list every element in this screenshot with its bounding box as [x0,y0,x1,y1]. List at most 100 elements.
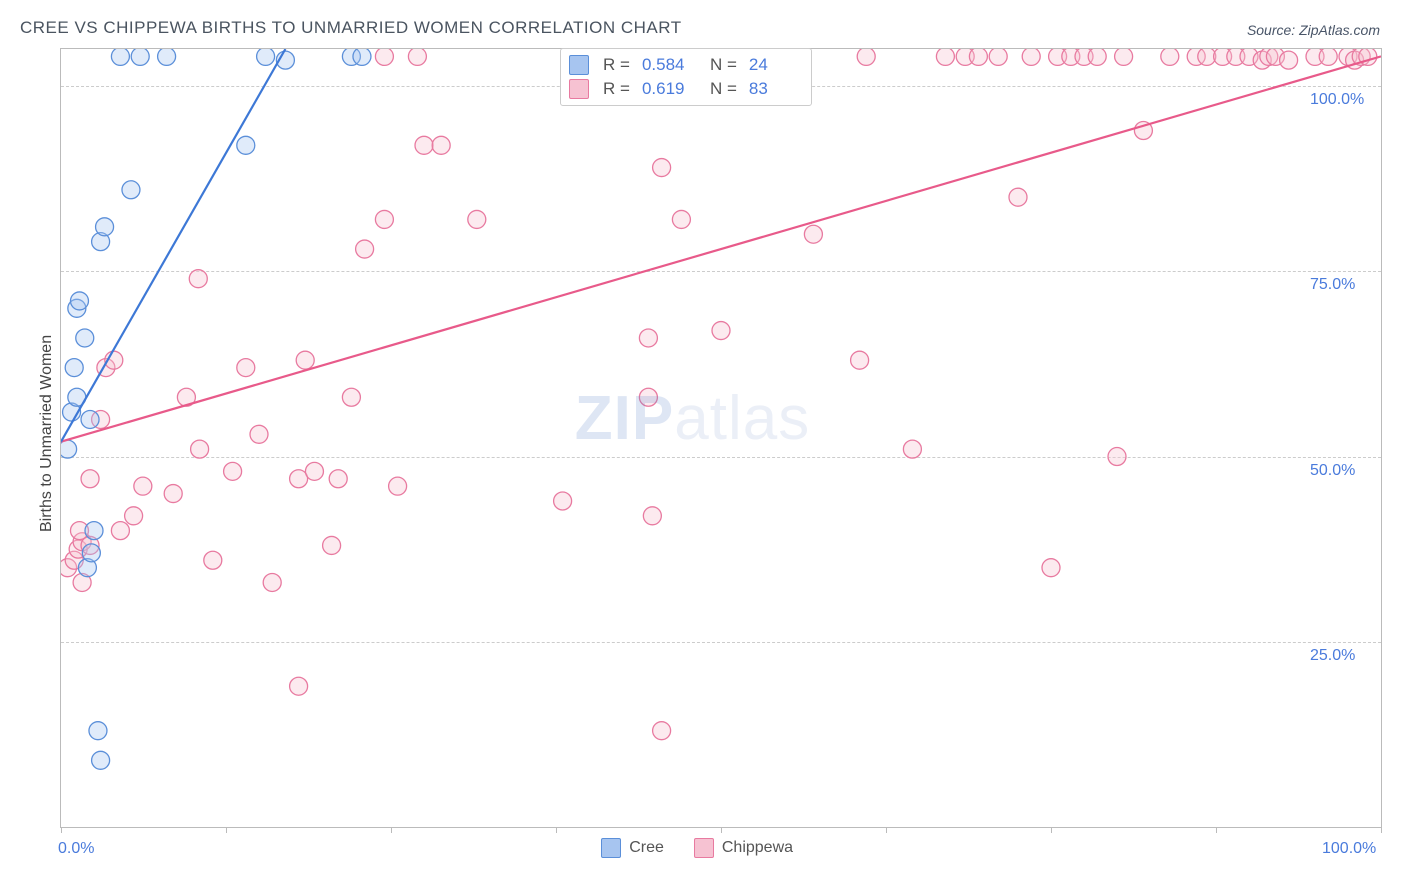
data-point [415,136,433,154]
data-point [111,522,129,540]
y-tick-label: 25.0% [1310,647,1355,665]
data-point [158,49,176,65]
bottom-legend: Cree Chippewa [601,838,793,858]
stats-row: R = 0.584 N = 24 [569,53,803,77]
x-tick [1051,827,1052,833]
data-point [70,292,88,310]
stat-n-label: N = [710,55,737,75]
legend-item: Chippewa [694,838,793,858]
data-point [468,210,486,228]
x-tick [721,827,722,833]
y-tick-label: 50.0% [1310,462,1355,480]
plot-area [60,48,1382,828]
y-axis-title: Births to Unmarried Women [38,335,56,532]
data-point [111,49,129,65]
data-point [76,329,94,347]
data-point [263,573,281,591]
data-point [639,329,657,347]
data-point [191,440,209,458]
chart-title: CREE VS CHIPPEWA BIRTHS TO UNMARRIED WOM… [20,18,682,38]
data-point [1022,49,1040,65]
x-tick [1216,827,1217,833]
data-point [250,425,268,443]
legend-label: Chippewa [722,839,793,857]
data-point [903,440,921,458]
data-point [296,351,314,369]
data-point [1009,188,1027,206]
data-point [61,440,77,458]
data-point [1319,49,1337,65]
data-point [1042,559,1060,577]
data-point [653,722,671,740]
data-point [85,522,103,540]
data-point [65,359,83,377]
x-tick [1381,827,1382,833]
data-point [237,359,255,377]
scatter-svg [61,49,1381,827]
data-point [290,677,308,695]
data-point [353,49,371,65]
data-point [1108,448,1126,466]
data-point [134,477,152,495]
data-point [672,210,690,228]
stat-n-value: 83 [749,79,803,99]
y-tick-label: 100.0% [1310,91,1364,109]
x-tick [556,827,557,833]
data-point [554,492,572,510]
legend-swatch [601,838,621,858]
legend-swatch [694,838,714,858]
data-point [432,136,450,154]
data-point [356,240,374,258]
stat-r-label: R = [603,79,630,99]
data-point [237,136,255,154]
source-attribution: Source: ZipAtlas.com [1247,22,1380,38]
stats-row: R = 0.619 N = 83 [569,77,803,101]
data-point [804,225,822,243]
data-point [1088,49,1106,65]
data-point [1161,49,1179,65]
x-axis-end-label: 100.0% [1322,840,1376,858]
stats-legend-box: R = 0.584 N = 24 R = 0.619 N = 83 [560,48,812,106]
data-point [204,551,222,569]
chart-container: CREE VS CHIPPEWA BIRTHS TO UNMARRIED WOM… [0,0,1406,892]
data-point [408,49,426,65]
stat-r-value: 0.619 [642,79,696,99]
data-point [989,49,1007,65]
stat-r-label: R = [603,55,630,75]
x-tick [886,827,887,833]
data-point [122,181,140,199]
data-point [329,470,347,488]
data-point [224,462,242,480]
data-point [1115,49,1133,65]
stat-n-label: N = [710,79,737,99]
series-swatch [569,55,589,75]
data-point [375,210,393,228]
trend-line [61,56,1381,441]
data-point [125,507,143,525]
x-tick [61,827,62,833]
series-swatch [569,79,589,99]
x-tick [391,827,392,833]
data-point [189,270,207,288]
data-point [643,507,661,525]
stat-n-value: 24 [749,55,803,75]
data-point [257,49,275,65]
data-point [375,49,393,65]
x-tick [226,827,227,833]
x-axis-start-label: 0.0% [58,840,94,858]
data-point [342,388,360,406]
data-point [81,410,99,428]
data-point [305,462,323,480]
legend-item: Cree [601,838,664,858]
data-point [81,470,99,488]
data-point [653,159,671,177]
data-point [92,751,110,769]
data-point [936,49,954,65]
data-point [712,322,730,340]
data-point [323,536,341,554]
data-point [131,49,149,65]
stat-r-value: 0.584 [642,55,696,75]
data-point [851,351,869,369]
data-point [82,544,100,562]
data-point [389,477,407,495]
